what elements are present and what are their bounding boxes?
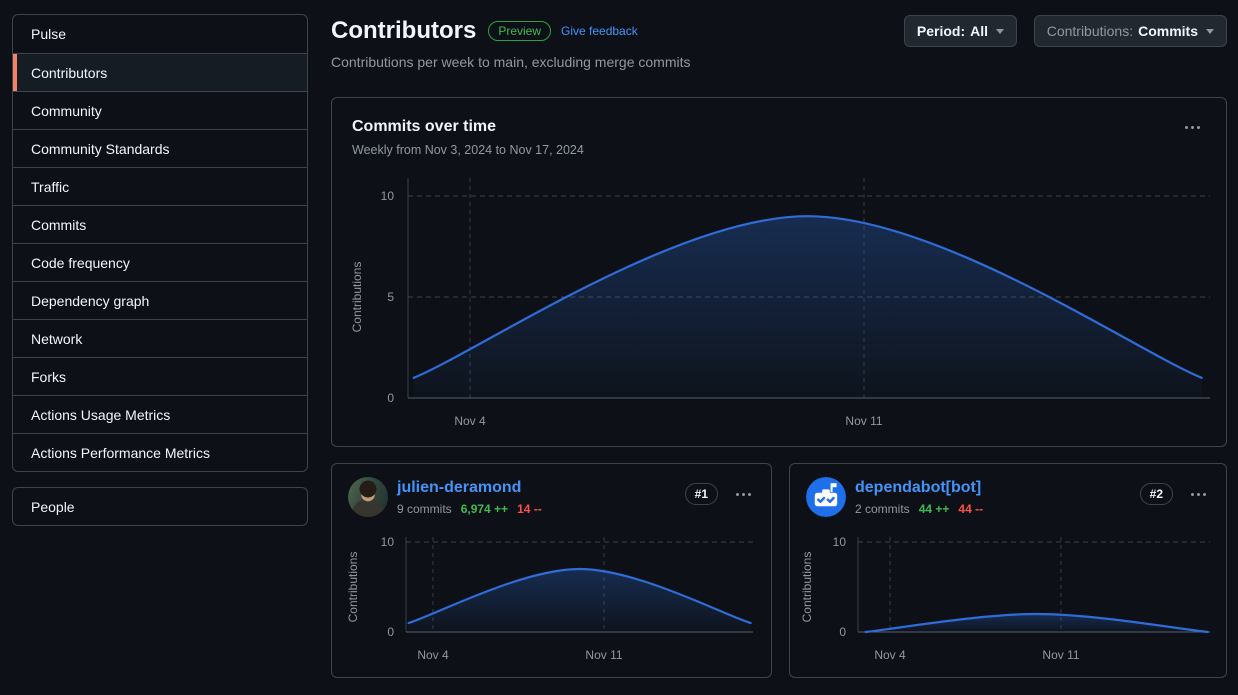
chart-card-subtitle: Weekly from Nov 3, 2024 to Nov 17, 2024 [352,143,584,157]
sidebar-item-label: Actions Performance Metrics [31,444,210,461]
sidebar-item-actions-usage-metrics[interactable]: Actions Usage Metrics [13,395,307,433]
period-dropdown-button[interactable]: Period: All [903,15,1017,47]
sidebar-item-forks[interactable]: Forks [13,357,307,395]
sidebar-section-people: People [12,487,308,526]
give-feedback-link[interactable]: Give feedback [561,24,638,38]
sidebar-item-label: Actions Usage Metrics [31,406,171,423]
sidebar-item-people[interactable]: People [13,488,307,525]
additions: 44 ++ [918,502,950,516]
sidebar-item-label: People [31,499,75,515]
sidebar-item-code-frequency[interactable]: Code frequency [13,243,307,281]
dependabot-commits-chart: Nov 4 Nov 11 0 10 Contributions [800,535,1210,662]
rank-badge: #1 [684,483,718,505]
contributor-stats: 9 commits 6,974 ++ 14 -- [397,502,542,516]
commit-count: 9 commits [397,502,452,516]
sidebar-nav: Pulse Contributors Community Community Stan… [12,14,308,472]
dependabot-icon [806,477,846,517]
period-value: All [970,23,988,39]
additions: 6,974 ++ [460,502,509,516]
julien-deramond-commits-chart: Nov 4 Nov 11 0 10 Contributions [346,535,753,662]
svg-text:Nov 11: Nov 11 [585,648,622,662]
svg-text:Nov 11: Nov 11 [1042,648,1079,662]
sidebar-item-label: Commits [31,216,87,233]
chart-card-title: Commits over time [352,118,497,135]
page-title: Contributors [331,17,477,44]
svg-text:0: 0 [387,625,394,639]
svg-text:5: 5 [387,290,394,304]
sidebar-item-actions-performance-metrics[interactable]: Actions Performance Metrics [13,433,307,471]
contributor-card-2: dependabot[bot] 2 commits 44 ++ 44 -- #2 [789,463,1227,678]
svg-text:10: 10 [381,535,395,549]
contributor-name-link[interactable]: julien-deramond [397,479,522,496]
svg-text:10: 10 [381,189,395,203]
avatar-dependabot[interactable] [806,477,846,517]
chevron-down-icon [996,28,1004,34]
contributions-value: Commits [1138,23,1198,39]
deletions: 14 -- [517,502,542,516]
sidebar-item-label: Community Standards [31,140,170,157]
svg-text:Contributions: Contributions [350,262,364,333]
svg-text:Nov 4: Nov 4 [417,648,449,662]
deletions: 44 -- [958,502,984,516]
sidebar-item-label: Dependency graph [31,292,150,309]
svg-text:0: 0 [387,391,394,405]
sidebar-item-label: Code frequency [31,254,130,271]
rank-badge: #2 [1139,483,1173,505]
contributor-stats: 2 commits 44 ++ 44 -- [855,502,983,516]
svg-text:Contributions: Contributions [346,552,360,623]
kebab-menu-icon[interactable] [732,489,755,500]
period-label: Period: [916,23,966,39]
sidebar-item-label: Network [31,330,83,347]
commit-count: 2 commits [855,502,910,516]
sidebar-item-traffic[interactable]: Traffic [13,167,307,205]
page-subtitle: Contributions per week to main, excludin… [331,54,691,70]
avatar-julien-deramond[interactable] [348,477,388,517]
sidebar-item-contributors[interactable]: Contributors [13,53,307,91]
contributor-name-link[interactable]: dependabot[bot] [855,479,982,496]
svg-text:Nov 11: Nov 11 [845,414,882,428]
commits-over-time-chart: Nov 4 Nov 11 0 5 10 Contributions [350,178,1210,428]
svg-text:0: 0 [839,625,846,639]
svg-text:Contributions: Contributions [800,552,814,623]
kebab-menu-icon[interactable] [1187,489,1210,500]
sidebar-item-label: Community [31,102,102,119]
preview-badge: Preview [488,21,551,41]
sidebar-item-dependency-graph[interactable]: Dependency graph [13,281,307,319]
contributor-card-1: julien-deramond 9 commits 6,974 ++ 14 --… [331,463,772,678]
kebab-menu-icon[interactable] [1181,122,1204,133]
sidebar-item-label: Contributors [31,64,108,81]
svg-text:10: 10 [833,535,847,549]
chevron-down-icon [1206,28,1214,34]
svg-text:Nov 4: Nov 4 [874,648,906,662]
svg-text:Nov 4: Nov 4 [454,414,486,428]
contributions-label: Contributions: [1046,23,1134,39]
sidebar-item-label: Forks [31,368,66,385]
page-header: Contributors Preview Give feedback [331,14,638,48]
sidebar-item-label: Traffic [31,178,70,195]
sidebar-item-pulse[interactable]: Pulse [13,15,307,53]
sidebar-item-network[interactable]: Network [13,319,307,357]
sidebar-item-label: Pulse [31,26,67,42]
contributions-dropdown-button[interactable]: Contributions: Commits [1033,15,1227,47]
sidebar-item-community[interactable]: Community [13,91,307,129]
sidebar-item-commits[interactable]: Commits [13,205,307,243]
sidebar-item-community-standards[interactable]: Community Standards [13,129,307,167]
